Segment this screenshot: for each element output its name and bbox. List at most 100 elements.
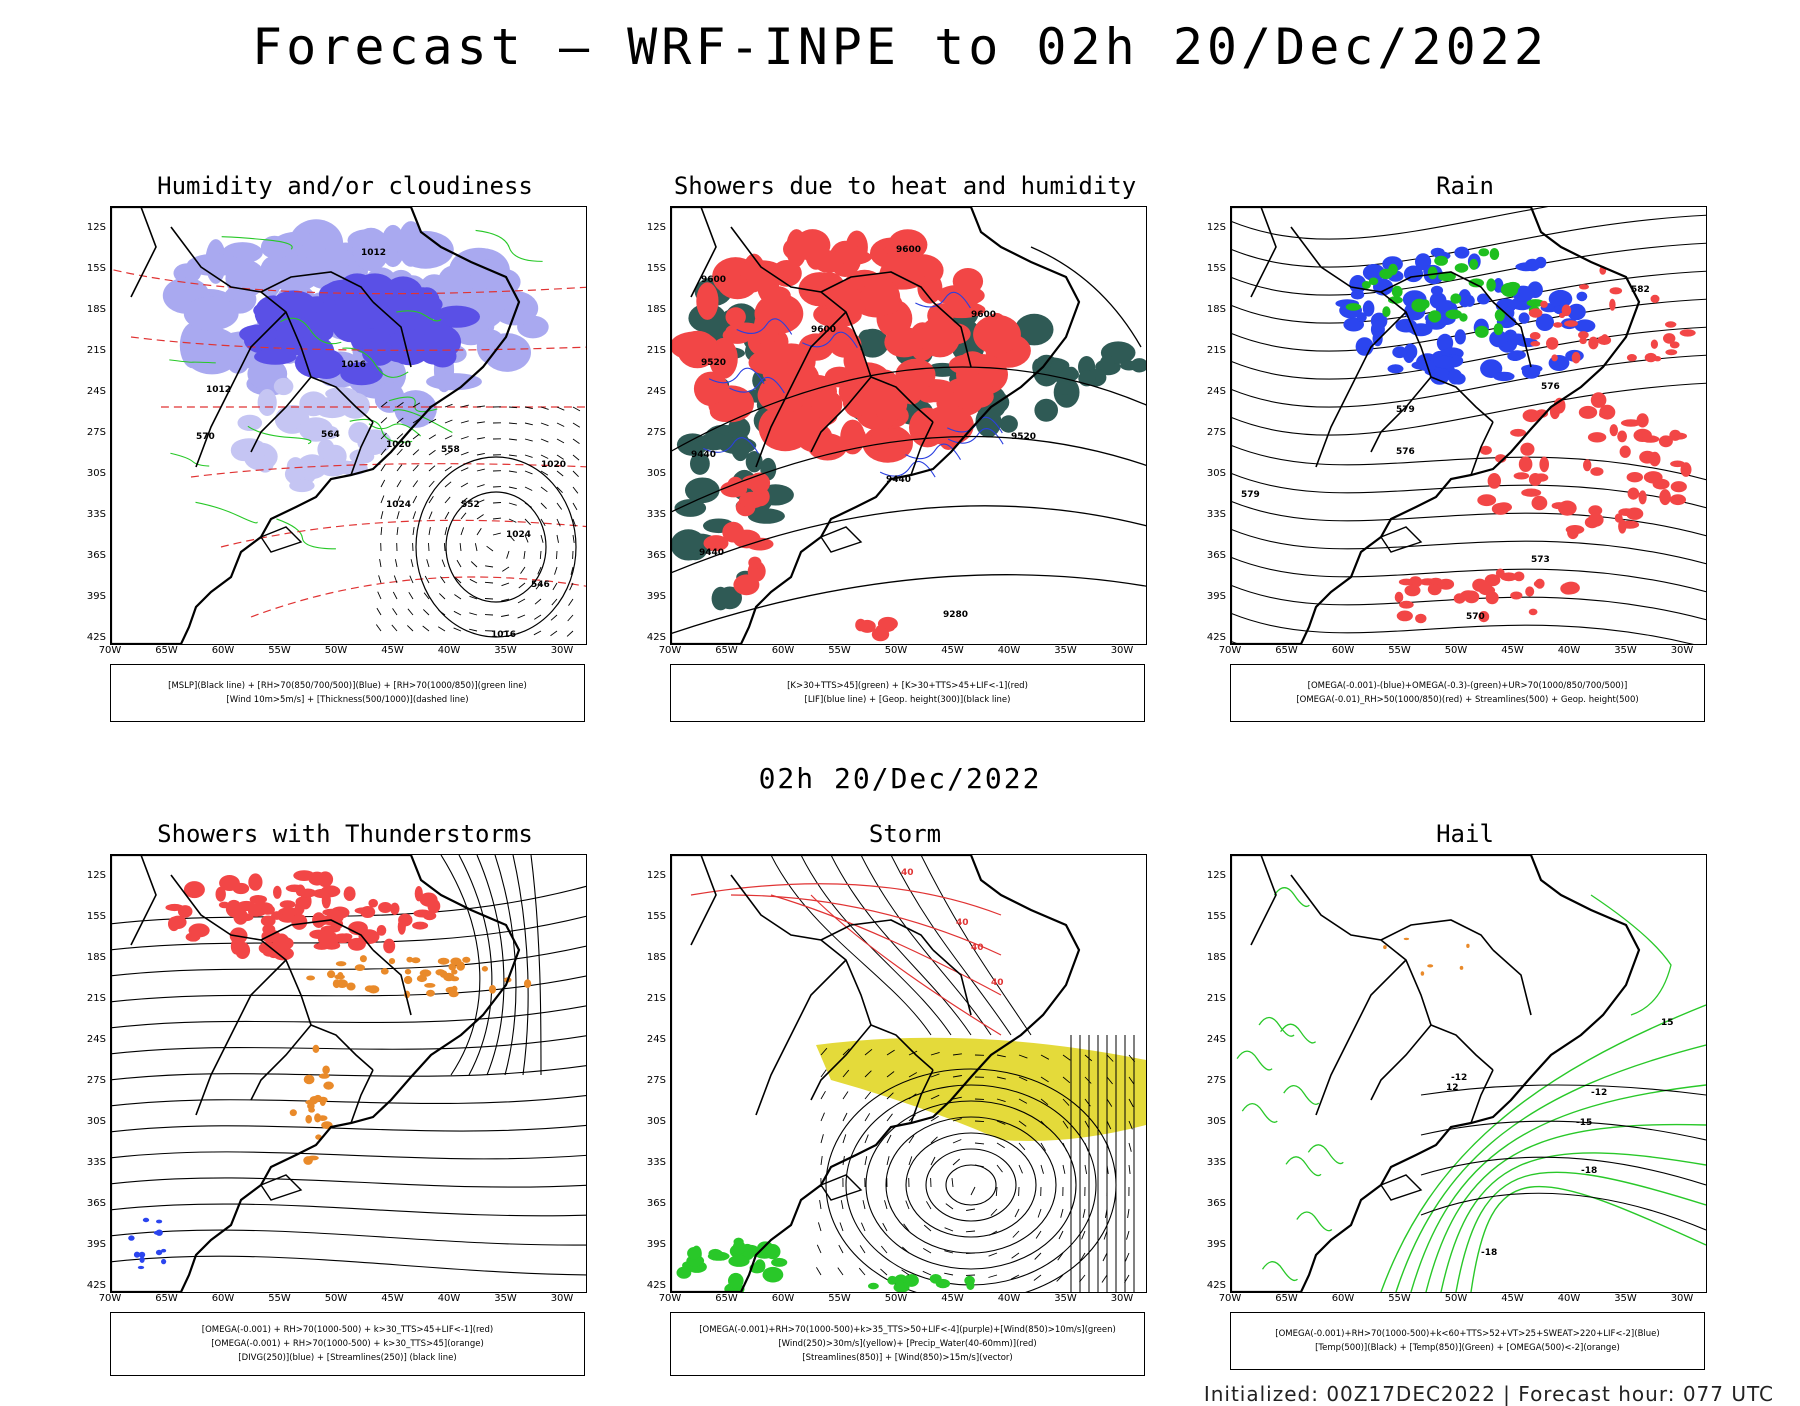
wind-vector xyxy=(1038,1209,1041,1218)
wind-vector xyxy=(429,543,430,551)
streamline xyxy=(1231,525,1706,565)
rh-blue-light xyxy=(183,327,241,374)
red-area xyxy=(733,574,759,595)
wind-vector xyxy=(553,583,557,590)
contour-label: 579 xyxy=(1241,490,1260,500)
wind-vector xyxy=(1019,1165,1023,1173)
lat-tick-label: 36S xyxy=(1204,1198,1226,1209)
coastline xyxy=(1231,855,1639,1292)
contour-label: 9440 xyxy=(699,548,724,558)
streamline xyxy=(111,1095,586,1107)
wind-vector xyxy=(381,527,382,535)
rh-blue-dark xyxy=(239,325,278,344)
orange-cells xyxy=(381,968,389,975)
lat-tick-label: 36S xyxy=(84,1198,106,1209)
wind-vector xyxy=(821,1091,826,1099)
lon-tick-label: 40W xyxy=(1554,645,1584,656)
red-area xyxy=(738,260,783,282)
wind-vector xyxy=(923,1271,931,1275)
lon-tick-label: 45W xyxy=(378,645,408,656)
temp850-contour xyxy=(1471,1187,1706,1292)
contour-label: -12 xyxy=(1591,1088,1607,1098)
wind-vector xyxy=(1059,1231,1063,1239)
red-cells xyxy=(280,900,296,908)
wind-vector xyxy=(493,533,501,535)
lon-tick-label: 55W xyxy=(1385,645,1415,656)
omega-red xyxy=(1588,337,1598,350)
orange-cells xyxy=(323,1082,334,1090)
omega-red xyxy=(1579,337,1586,344)
omega-green xyxy=(1459,313,1467,321)
omega-red xyxy=(1539,457,1549,473)
wind-vector xyxy=(393,608,398,615)
lon-tick-label: 55W xyxy=(1385,1293,1415,1304)
lat-tick-label: 42S xyxy=(84,632,106,643)
rh-blue-light xyxy=(184,297,239,331)
legend-line: [LIF](blue line) + [Geop. height(300)](b… xyxy=(671,693,1144,707)
lat-tick-label: 27S xyxy=(84,427,106,438)
lat-tick-label: 39S xyxy=(84,1239,106,1250)
omega-red xyxy=(1552,502,1567,509)
red-area xyxy=(696,282,718,320)
state-border xyxy=(1431,1025,1493,1070)
wind-vector xyxy=(1102,1275,1107,1283)
omega-blue xyxy=(1525,259,1541,271)
wind-vector xyxy=(881,1246,887,1253)
lat-tick-label: 24S xyxy=(1204,1034,1226,1045)
orange-cells xyxy=(303,1156,313,1165)
wind850-green xyxy=(709,1249,723,1258)
temp850-contour xyxy=(1308,1145,1343,1164)
contour-label: 1020 xyxy=(386,440,411,450)
wind850-green xyxy=(771,1258,787,1267)
lon-tick-label: 60W xyxy=(1328,645,1358,656)
orange-cells xyxy=(333,979,341,988)
omega-red xyxy=(1399,601,1414,609)
red-cells xyxy=(309,930,328,939)
jet-yellow xyxy=(816,1038,1146,1141)
lat-tick-label: 30S xyxy=(84,468,106,479)
orange-cells xyxy=(450,958,461,966)
panel-title: Showers with Thunderstorms xyxy=(100,820,590,848)
lat-tick-label: 21S xyxy=(1204,993,1226,1004)
wind-vector xyxy=(555,567,558,575)
orange-cells xyxy=(524,979,531,988)
omega-green xyxy=(1392,286,1403,298)
red-area xyxy=(884,327,924,357)
wind850-green xyxy=(887,1276,897,1285)
divg-blue xyxy=(156,1250,162,1255)
legend-rain: [OMEGA(-0.001)-(blue)+OMEGA(-0.3)-(green… xyxy=(1230,664,1705,722)
legend-line: [OMEGA(-0.001) + RH>70(1000-500) + k>30_… xyxy=(111,1323,584,1337)
state-border xyxy=(1381,920,1493,950)
lat-tick-label: 15S xyxy=(1204,263,1226,274)
lon-tick-label: 65W xyxy=(1272,645,1302,656)
omega-red xyxy=(1639,451,1655,464)
omega-green xyxy=(1469,259,1478,270)
wind-vector xyxy=(821,1134,823,1143)
wind-vector xyxy=(817,1245,821,1253)
wind-vector xyxy=(461,483,468,487)
lon-tick-label: 30W xyxy=(547,1293,577,1304)
contour-label: -15 xyxy=(1576,1118,1592,1128)
wind-vector xyxy=(1063,1143,1067,1151)
lon-tick-label: 40W xyxy=(434,645,464,656)
panel-title: Showers due to heat and humidity xyxy=(660,172,1150,200)
orange-cells xyxy=(411,957,420,963)
lon-tick-label: 60W xyxy=(208,645,238,656)
orange-cells xyxy=(320,1097,326,1106)
wind-vector xyxy=(501,615,509,617)
lat-tick-label: 27S xyxy=(644,427,666,438)
wind-vector xyxy=(427,559,429,567)
omega-red xyxy=(1514,472,1530,479)
divg-blue xyxy=(154,1231,162,1235)
wind-vector xyxy=(902,1247,909,1253)
contour-label: 570 xyxy=(1466,612,1485,622)
state-border xyxy=(1493,950,1531,1015)
lat-tick-label: 39S xyxy=(1204,1239,1226,1250)
wind850-green xyxy=(936,1279,950,1288)
lat-tick-label: 12S xyxy=(84,870,106,881)
omega-red xyxy=(1534,581,1542,588)
